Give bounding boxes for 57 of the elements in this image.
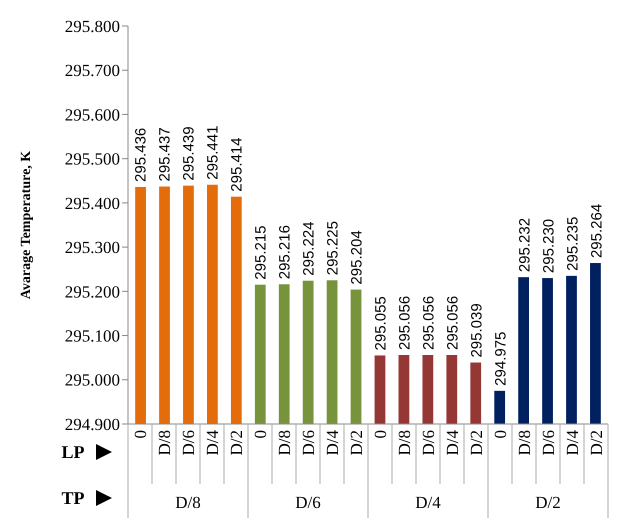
y-tick-label: 295.100 xyxy=(64,326,120,346)
x-tick-label: 0 xyxy=(490,430,510,438)
x-tick-label: D/4 xyxy=(442,430,462,456)
data-label: 295.216 xyxy=(276,225,294,280)
x-tick-label: D/4 xyxy=(562,430,582,456)
x-tick-label: D/4 xyxy=(202,430,222,456)
text: D/8 xyxy=(175,493,201,512)
data-label: 295.204 xyxy=(348,230,366,285)
x-tick-label: D/2 xyxy=(586,430,606,456)
data-label: 295.232 xyxy=(516,218,534,272)
data-label: 295.235 xyxy=(564,216,582,271)
data-label: 295.224 xyxy=(300,221,318,276)
data-label: 295.441 xyxy=(204,126,222,180)
x-tick-label: 0 xyxy=(370,430,390,438)
x-tick-label: D/4 xyxy=(322,430,342,456)
data-label: 295.414 xyxy=(228,137,246,192)
x-tick-label: 0 xyxy=(250,430,270,438)
text: TP xyxy=(61,488,85,508)
text: D/6 xyxy=(295,493,321,512)
x-tick-label: D/2 xyxy=(346,430,366,456)
data-label: 295.225 xyxy=(324,221,342,276)
y-tick-label: 295.200 xyxy=(64,282,120,302)
data-label: 294.975 xyxy=(492,332,510,386)
x-tick-label: D/6 xyxy=(538,430,558,456)
data-label: 295.230 xyxy=(540,218,558,274)
data-label: 295.437 xyxy=(156,127,174,182)
y-tick-label: 295.600 xyxy=(64,105,120,124)
y-tick-label: 295.500 xyxy=(64,150,120,169)
data-label: 295.215 xyxy=(252,225,270,280)
x-tick-label: D/8 xyxy=(514,430,534,456)
data-label: 295.056 xyxy=(420,296,438,350)
x-tick-label: D/8 xyxy=(154,430,174,456)
data-label: 295.439 xyxy=(180,126,198,181)
y-tick-label: 295.700 xyxy=(64,61,120,80)
x-tick-label: D/6 xyxy=(298,430,318,456)
x-tick-label: D/8 xyxy=(274,430,294,456)
y-tick-label: 295.300 xyxy=(64,238,120,258)
data-label: 295.056 xyxy=(444,296,462,350)
y-tick-label: 295.400 xyxy=(64,194,120,213)
text: LP xyxy=(61,442,85,462)
text: D/2 xyxy=(535,493,561,512)
x-tick-label: 0 xyxy=(130,430,150,438)
data-label: 295.436 xyxy=(132,128,150,182)
data-label: 295.039 xyxy=(468,303,486,358)
data-label: 295.264 xyxy=(588,204,606,258)
y-tick-label: 294.900 xyxy=(64,414,120,434)
data-label: 295.055 xyxy=(372,296,390,350)
x-tick-label: D/6 xyxy=(178,430,198,456)
y-tick-label: 295.800 xyxy=(64,16,120,36)
x-tick-label: D/6 xyxy=(418,430,438,456)
text: D/4 xyxy=(415,493,442,512)
x-tick-label: D/8 xyxy=(394,430,414,456)
x-tick-label: D/2 xyxy=(466,430,486,456)
y-tick-label: 295.000 xyxy=(64,370,120,390)
y-axis-title: Avarage Temperature, K xyxy=(19,150,34,300)
data-label: 295.056 xyxy=(396,296,414,350)
x-tick-label: D/2 xyxy=(226,430,246,456)
